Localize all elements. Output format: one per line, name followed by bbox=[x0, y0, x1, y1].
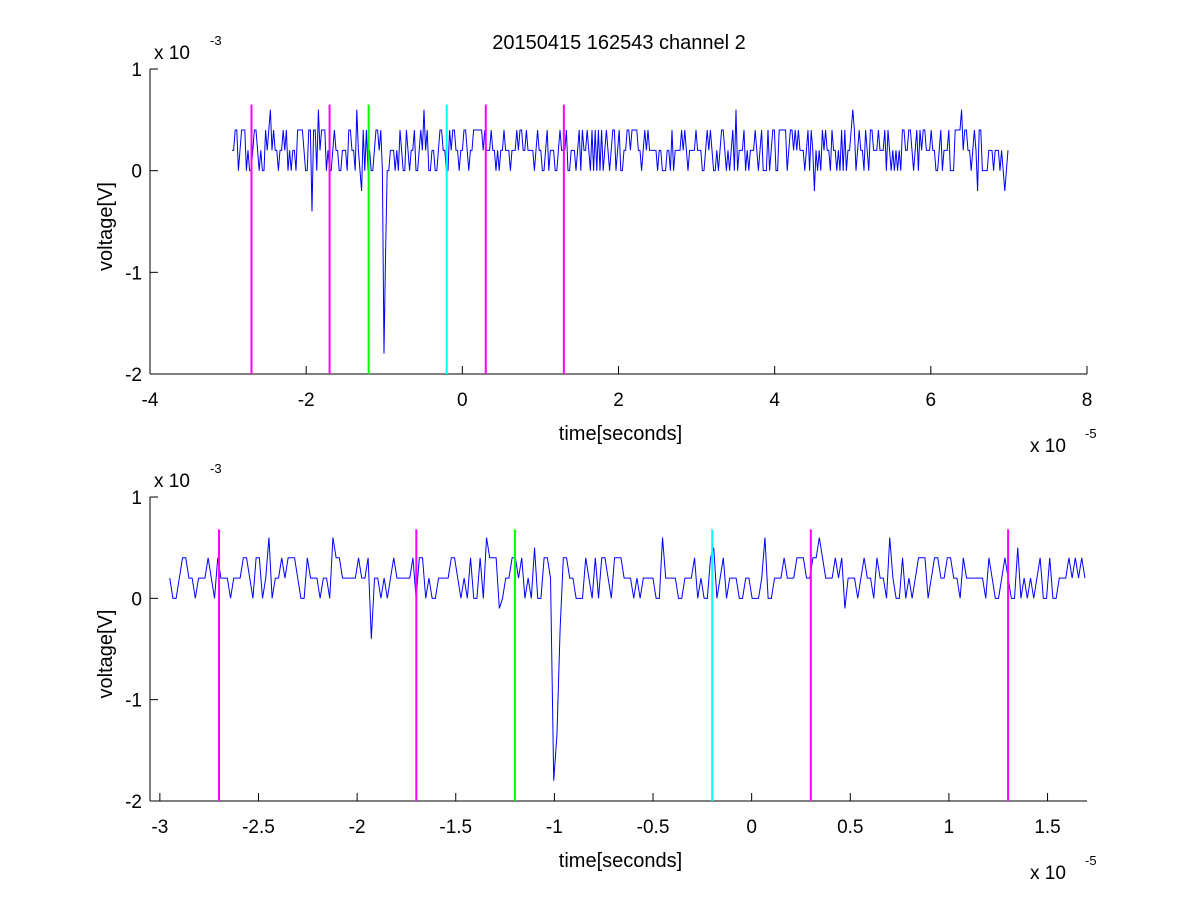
figure-title: 20150415 162543 channel 2 bbox=[492, 32, 746, 54]
y-tick-label: 0 bbox=[131, 589, 142, 610]
y-tick-label: -2 bbox=[125, 792, 142, 813]
x-tick-label: -0.5 bbox=[637, 817, 670, 838]
y-multiplier-exponent: -3 bbox=[210, 461, 222, 476]
x-tick-label: 0.5 bbox=[837, 817, 863, 838]
x-tick-label: 1 bbox=[944, 817, 955, 838]
bottom-plot: -3 -2.5 -2 -1.5 -1 -0.5 0 0.5 1 1.5 -2 -1 0 1 time[sec… bbox=[95, 461, 1097, 884]
signal-trace bbox=[169, 537, 1086, 781]
y-tick-label: 1 bbox=[131, 60, 142, 81]
y-multiplier-exponent: -3 bbox=[210, 33, 222, 48]
x-tick-label: 1.5 bbox=[1034, 817, 1060, 838]
x-multiplier-exponent: -5 bbox=[1085, 426, 1097, 441]
x-tick-label: 0 bbox=[457, 390, 468, 411]
y-multiplier: x 10 bbox=[154, 471, 190, 492]
x-tick-label: -2 bbox=[349, 817, 366, 838]
x-tick-label: -2 bbox=[298, 390, 315, 411]
x-tick-label: -1 bbox=[546, 817, 563, 838]
x-tick-label: 0 bbox=[746, 817, 757, 838]
x-tick-label: -2.5 bbox=[242, 817, 275, 838]
y-tick-label: 0 bbox=[131, 162, 142, 183]
x-tick-label: -1.5 bbox=[439, 817, 472, 838]
x-tick-label: 8 bbox=[1082, 390, 1093, 411]
y-tick-label: -1 bbox=[125, 263, 142, 284]
x-tick-label: 6 bbox=[926, 390, 937, 411]
x-tick-label: -4 bbox=[142, 390, 159, 411]
y-axis-label: voltage[V] bbox=[95, 182, 117, 271]
y-multiplier: x 10 bbox=[154, 43, 190, 64]
signal-trace bbox=[231, 109, 1009, 354]
x-multiplier: x 10 bbox=[1030, 436, 1066, 457]
x-axis-label: time[seconds] bbox=[559, 423, 682, 445]
y-tick-label: -1 bbox=[125, 691, 142, 712]
x-axis-label: time[seconds] bbox=[559, 850, 682, 872]
y-tick-label: 1 bbox=[131, 488, 142, 509]
y-axis-label: voltage[V] bbox=[95, 610, 117, 699]
x-multiplier: x 10 bbox=[1030, 863, 1066, 884]
x-tick-label: 4 bbox=[769, 390, 780, 411]
x-tick-label: -3 bbox=[151, 817, 168, 838]
x-multiplier-exponent: -5 bbox=[1085, 853, 1097, 868]
y-tick-label: -2 bbox=[125, 365, 142, 386]
x-tick-label: 2 bbox=[613, 390, 624, 411]
top-plot: -4 -2 0 2 4 6 8-2-101time[seconds]voltage[V]x … bbox=[95, 33, 1097, 457]
